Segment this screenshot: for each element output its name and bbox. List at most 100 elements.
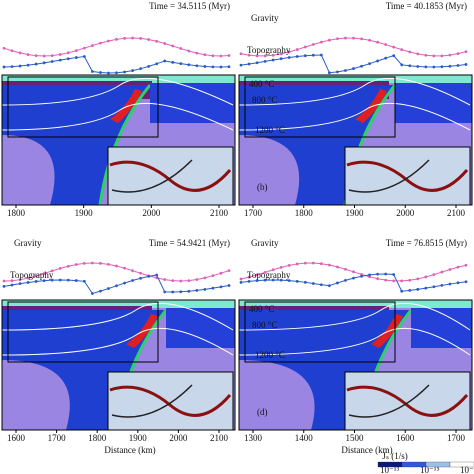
gravity-curve-point [416, 52, 420, 56]
topography-curve-point [163, 290, 167, 294]
topography-curve-point [400, 289, 404, 293]
gravity-curve-point [336, 265, 339, 269]
gravity-curve-point [352, 270, 355, 274]
gravity-curve-point [50, 269, 54, 273]
topography-curve-point [263, 278, 267, 282]
gravity-curve-point [115, 264, 118, 268]
topography-curve-point [352, 276, 355, 280]
gravity-curve-point [107, 39, 110, 43]
topography-curve-point [139, 276, 143, 280]
topography-curve-point [82, 279, 86, 283]
gravity-curve-point [271, 268, 275, 272]
topography-curve-point [147, 274, 151, 278]
isotherm [1, 102, 234, 131]
temperature-label: 1200 °C [255, 350, 285, 360]
gravity-curve-point [408, 278, 412, 282]
topography-curve-point [219, 285, 223, 289]
gravity-curve-point [227, 54, 231, 57]
topography-curve-point [392, 54, 396, 58]
gravity-curve-point [66, 51, 70, 55]
inset [107, 146, 234, 206]
inset-shear [348, 384, 430, 418]
gravity-label: Gravity [251, 13, 279, 23]
topography-curve-point [171, 60, 175, 64]
topography-curve-point [392, 273, 396, 276]
gravity-curve-point [139, 271, 143, 275]
gravity-curve-point [107, 262, 110, 266]
gravity-label: Gravity [251, 238, 279, 248]
topography-curve-point [147, 64, 151, 68]
topography-curve-point [279, 57, 283, 61]
gravity-curve-point [2, 279, 6, 283]
topography-curve-point [10, 65, 14, 69]
gravity-curve-point [50, 54, 54, 58]
topography-curve-point [448, 64, 452, 68]
gravity-curve-point [115, 37, 118, 41]
topography-curve-point [239, 281, 243, 284]
topography-curve-point [227, 284, 231, 287]
gravity-curve-point [319, 40, 323, 44]
inset-shear [111, 384, 193, 418]
gravity-curve-point [384, 43, 388, 46]
gravity-curve-point [287, 50, 291, 54]
lithosphere [411, 308, 472, 348]
gravity-curve-point [66, 264, 70, 268]
gravity-curve-point [90, 261, 94, 265]
gravity-curve-point [179, 47, 183, 50]
inset-shear [346, 160, 469, 192]
topography-curve-point [219, 65, 223, 69]
x-tick-label: 2000 [169, 433, 188, 443]
x-axis-label: Distance (km) [341, 445, 392, 455]
topography-curve-point [408, 64, 412, 68]
topography-curve-point [155, 273, 159, 277]
temperature-label: 400 °C [249, 304, 274, 314]
panel: Time = 76.8515 (Myr) Gravity Topography (d)… [238, 238, 473, 455]
topography-curve-point [464, 63, 468, 66]
inset-shear [346, 385, 469, 417]
x-tick-label: 1900 [75, 208, 94, 218]
topography-curve-point [90, 292, 94, 295]
topography-curve-point [58, 278, 62, 282]
panel-label: (d) [257, 407, 268, 417]
topography-curve-point [424, 65, 428, 69]
zoom-frame [7, 76, 159, 138]
x-tick-label: 1400 [295, 433, 314, 443]
topography-curve-point [319, 53, 323, 57]
x-tick-label: 1800 [7, 208, 26, 218]
gravity-curve-point [416, 277, 420, 281]
topography-curve-point [279, 278, 283, 282]
isotherm [1, 327, 234, 356]
gravity-curve-point [211, 274, 215, 278]
topography-curve-point [34, 62, 38, 66]
gravity-curve-point [195, 278, 199, 281]
topography-curve-point [327, 71, 331, 75]
gravity-curve-point [58, 53, 62, 56]
topography-label: Topography [247, 45, 291, 55]
topography-curve-point [360, 274, 363, 278]
gravity-curve-point [408, 50, 412, 54]
panel-title: Time = 34.5115 (Myr) [149, 1, 230, 11]
colorbar: Jₛ (1/s) 10⁻¹³ 10⁻¹⁵ 10⁻¹⁷ [377, 451, 474, 474]
gravity-curve-point [163, 42, 167, 45]
gravity-curve-point [464, 50, 468, 54]
topography-curve-point [203, 65, 207, 68]
x-tick-label: 1900 [346, 208, 365, 218]
temperature-label: 1200 °C [255, 125, 285, 135]
x-tick-label: 2100 [447, 208, 466, 218]
weak-zone [126, 314, 158, 348]
zoom-frame [244, 76, 396, 138]
slab [2, 310, 166, 430]
topography-curve-point [203, 287, 207, 291]
panel-title: Time = 54.9421 (Myr) [149, 238, 230, 248]
colorbar-label: 10⁻¹³ [380, 465, 399, 474]
gravity-curve-point [171, 44, 175, 48]
topography-curve-point [336, 70, 339, 74]
x-tick-label: 1300 [244, 433, 263, 443]
topography-curve-point [131, 279, 134, 282]
isotherm [238, 302, 471, 331]
topography-curve-point [115, 284, 118, 288]
gravity-curve-point [424, 275, 428, 279]
gravity-curve-point [368, 38, 371, 42]
temperature-label: 800 °C [252, 320, 277, 330]
gravity-curve-point [247, 53, 251, 57]
